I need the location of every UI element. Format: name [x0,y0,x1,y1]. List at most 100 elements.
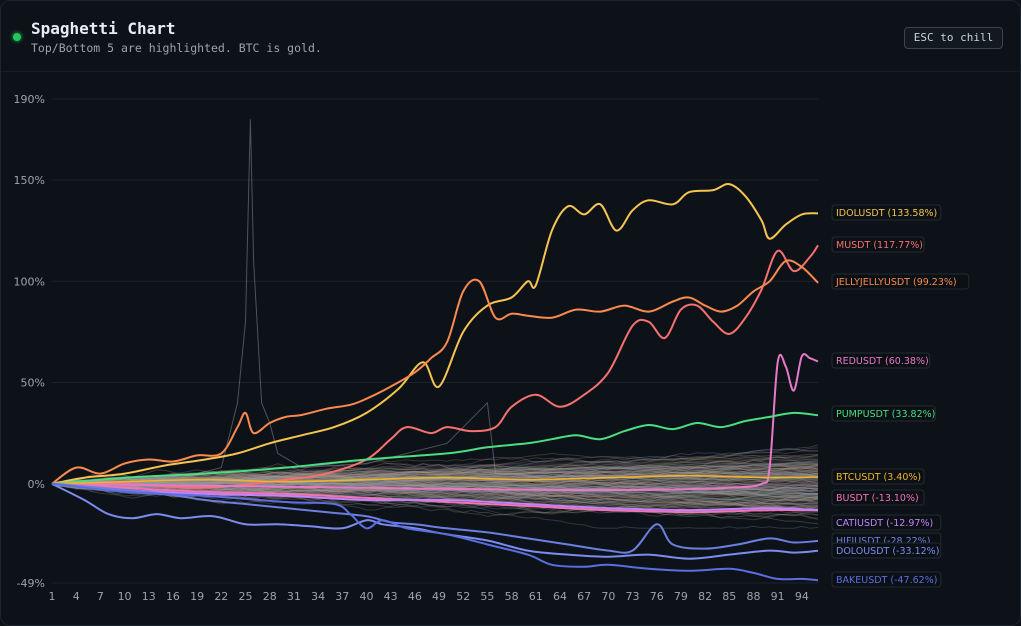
series-label-text: BUSDT (-13.10%) [836,493,919,504]
series-label-btcusdt: BTCUSDT (3.40%) [831,468,925,485]
series-label-busdt: BUSDT (-13.10%) [831,489,925,506]
x-tick-label: 67 [577,590,591,603]
background-series-line [51,470,819,488]
x-tick-label: 10 [118,590,132,603]
series-line-busdt [51,482,819,514]
esc-to-chill-button[interactable]: ESC to chill [904,27,1003,49]
series-line-btcusdt [51,474,819,485]
series-label-text: BTCUSDT (3.40%) [836,472,921,483]
header-divider [1,71,1020,72]
series-label-box [831,514,942,531]
series-label-box [831,405,936,422]
y-tick-label: 50% [21,377,45,390]
background-series-line [51,480,819,489]
background-series-line [52,467,819,485]
series-line-musdt [51,244,819,489]
background-series-line [51,471,819,489]
x-tick-label: 4 [73,590,80,603]
x-tick-label: 76 [650,590,664,603]
x-tick-label: 13 [142,590,156,603]
background-series-line [51,454,819,485]
x-tick-label: 64 [553,590,567,603]
x-tick-label: 82 [698,590,712,603]
background-series-line [51,466,819,485]
background-series-line [51,482,819,492]
series-label-idolusdt: IDOLUSDT (133.58%) [831,204,942,221]
series-line-redusdt [51,353,819,492]
x-tick-label: 91 [771,590,785,603]
series-label-text: DOLOUSDT (-33.12%) [836,546,939,557]
series-label-dolousdt: DOLOUSDT (-33.12%) [831,542,942,559]
series-label-box [831,273,970,290]
background-series-line [51,482,819,509]
series-label-text: HIFIUSDT (-28.22%) [836,536,930,547]
x-tick-label: 61 [529,590,543,603]
background-series-line [52,483,819,519]
background-spike-line [51,119,819,485]
x-tick-label: 79 [674,590,688,603]
background-series-line [51,456,819,487]
background-series-line [51,461,819,489]
x-tick-label: 55 [480,590,494,603]
series-label-text: REDUSDT (60.38%) [836,356,929,367]
background-series-line [51,480,819,494]
series-label-catiusdt: CATIUSDT (-12.97%) [831,514,942,531]
x-tick-label: 73 [626,590,640,603]
x-tick-label: 7 [97,590,104,603]
x-tick-label: 49 [432,590,446,603]
series-line-hifiusdt [51,482,819,554]
series-line-idolusdt [51,182,819,485]
x-tick-label: 43 [384,590,398,603]
page-title: Spaghetti Chart [31,19,176,38]
x-tick-label: 40 [359,590,373,603]
background-series-line [51,483,819,502]
x-tick-label: 70 [601,590,615,603]
series-label-text: MUSDT (117.77%) [836,240,923,251]
background-series-line [51,476,819,486]
background-series-line [51,465,819,485]
x-tick-label: 1 [49,590,56,603]
background-series-line [51,481,819,509]
x-tick-label: 28 [263,590,277,603]
series-label-box [831,352,931,369]
series-label-text: CATIUSDT (-12.97%) [836,518,933,529]
background-series-line [51,480,819,487]
series-line-catiusdt [51,482,819,512]
series-label-box [831,542,942,559]
x-tick-label: 58 [505,590,519,603]
background-series-line [51,463,819,486]
series-label-pumpusdt: PUMPUSDT (33.82%) [831,405,936,422]
series-label-text: BAKEUSDT (-47.62%) [836,575,937,586]
background-series-line [51,466,819,485]
series-label-box [831,236,925,253]
x-tick-label: 37 [335,590,349,603]
background-series-line [51,453,819,485]
background-series-line [51,458,819,485]
series-line-dolousdt [51,482,819,560]
y-tick-label: -49% [17,577,45,590]
background-series-line [51,483,819,498]
background-series-line [51,481,819,509]
background-series-line [51,464,819,486]
series-label-redusdt: REDUSDT (60.38%) [831,352,931,369]
background-series-group [51,119,819,529]
background-series-line [51,481,819,495]
x-tick-label: 25 [239,590,253,603]
background-series-line [51,478,819,485]
y-tick-label: 150% [14,174,45,187]
series-line-bakeusdt [51,482,819,582]
background-series-line [51,465,819,485]
background-band [52,455,818,513]
y-tick-label: 190% [14,93,45,106]
series-line-pumpusdt [51,411,819,485]
background-series-line [51,466,819,487]
background-series-line [51,462,819,489]
x-tick-label: 94 [795,590,809,603]
series-label-box [831,204,942,221]
y-tick-label: 100% [14,275,45,288]
background-series-line [51,480,819,495]
background-series-line [51,447,819,485]
background-series-line [51,470,819,485]
series-label-text: PUMPUSDT (33.82%) [836,409,935,420]
